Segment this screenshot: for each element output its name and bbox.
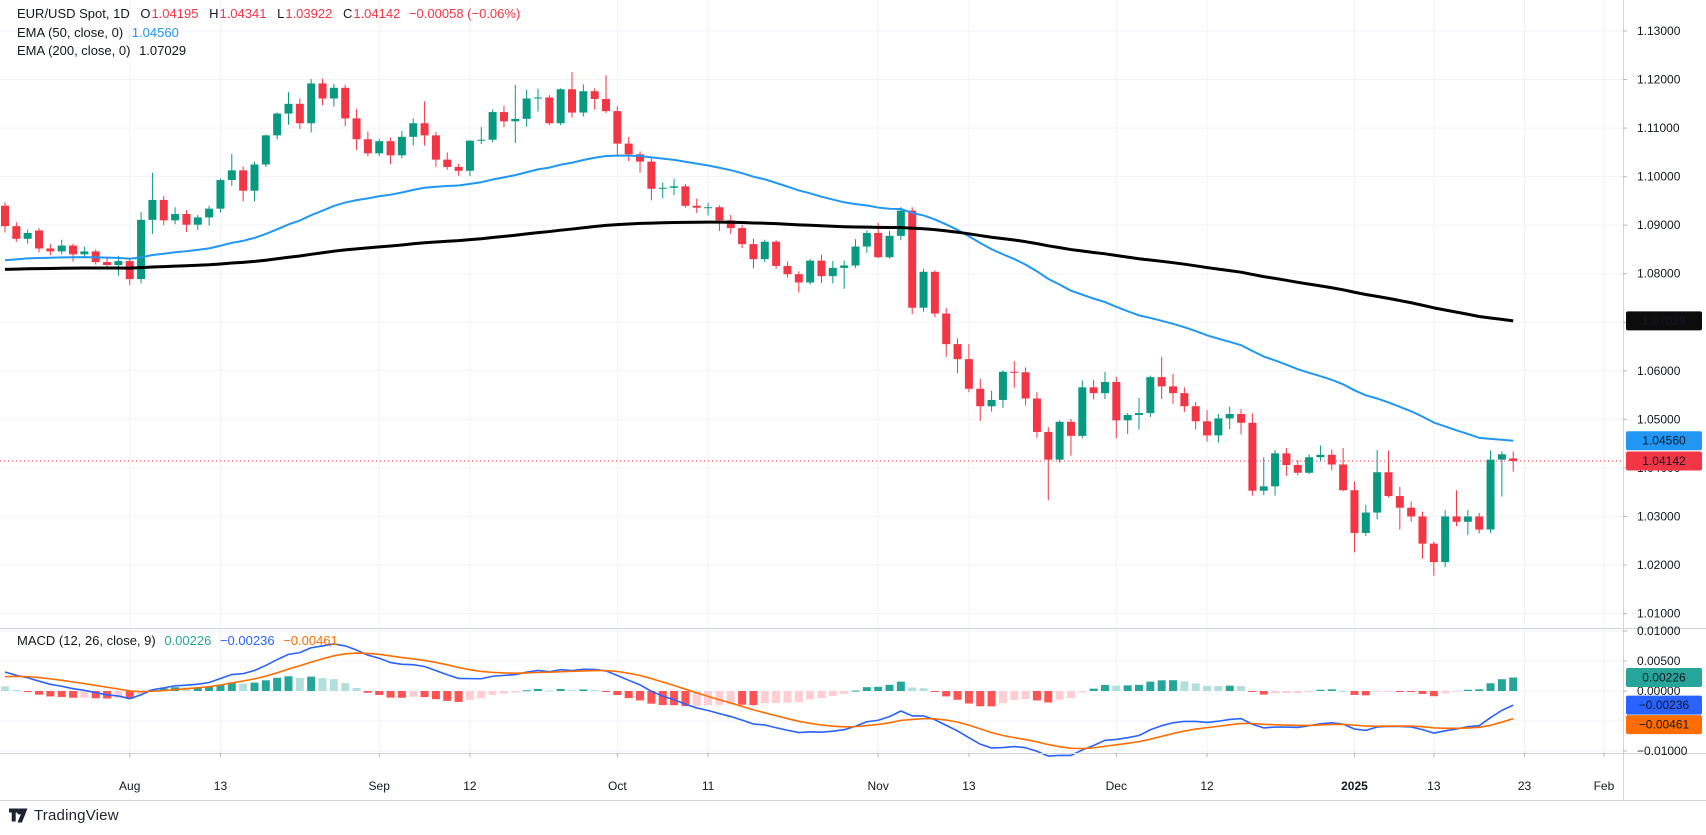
macd-axis-badges: 0.00226 −0.00236 −0.00461 [1626, 667, 1702, 735]
ema50-value: 1.04560 [131, 25, 179, 40]
candlestick-series [1, 72, 1518, 576]
svg-text:Feb: Feb [1594, 779, 1615, 793]
svg-text:1.09000: 1.09000 [1637, 218, 1681, 232]
ema50-label: EMA (50, close, 0) [17, 25, 124, 40]
svg-text:1.10000: 1.10000 [1637, 170, 1681, 184]
symbol-legend[interactable]: EUR/USD Spot, 1D O1.04195 H1.04341 L1.03… [17, 6, 520, 21]
svg-text:1.11000: 1.11000 [1637, 121, 1680, 135]
svg-text:1.04142: 1.04142 [1642, 454, 1686, 468]
svg-text:11: 11 [702, 779, 715, 793]
tradingview-logo[interactable]: TradingView [9, 807, 119, 824]
svg-text:Sep: Sep [369, 779, 391, 793]
svg-text:0.00000: 0.00000 [1637, 684, 1681, 698]
price-badge: 1.04142 [1626, 451, 1702, 471]
open-value: 1.04195 [151, 6, 199, 21]
ema50-line [4, 154, 1514, 442]
svg-text:12: 12 [463, 779, 477, 793]
change-value: −0.00058 (−0.06%) [408, 6, 521, 21]
svg-text:1.04560: 1.04560 [1642, 434, 1686, 448]
svg-text:1.06000: 1.06000 [1637, 364, 1681, 378]
ema200-legend[interactable]: EMA (200, close, 0) 1.07029 [17, 43, 186, 58]
svg-text:13: 13 [962, 779, 976, 793]
macd-hist-value: 0.00226 [164, 633, 212, 648]
pane-borders [0, 0, 1706, 801]
svg-text:1.03000: 1.03000 [1637, 509, 1681, 523]
macd-line-value: −0.00236 [219, 633, 275, 648]
svg-text:Oct: Oct [608, 779, 627, 793]
open-label: O [140, 6, 151, 21]
svg-text:Aug: Aug [119, 779, 140, 793]
svg-text:13: 13 [1427, 779, 1441, 793]
vertical-gridlines [129, 0, 1605, 753]
price-badge: 1.04560 [1626, 431, 1702, 451]
price-axis-badges: 1.07029 1.04560 1.04142 [1626, 311, 1702, 471]
macd-badge: −0.00461 [1626, 715, 1702, 735]
svg-text:13: 13 [214, 779, 228, 793]
macd-legend[interactable]: MACD (12, 26, close, 9) 0.00226 −0.00236… [17, 633, 338, 648]
svg-text:1.05000: 1.05000 [1637, 412, 1681, 426]
close-value: 1.04142 [353, 6, 401, 21]
macd-badge: 0.00226 [1626, 667, 1702, 687]
price-gridlines [0, 30, 1623, 615]
macd-histogram [1, 676, 1518, 707]
svg-text:−0.01000: −0.01000 [1637, 744, 1688, 758]
high-value: 1.04341 [219, 6, 267, 21]
svg-text:0.00226: 0.00226 [1642, 670, 1686, 684]
svg-text:1.13000: 1.13000 [1637, 24, 1681, 38]
time-axis[interactable]: Aug 13 Sep 12 Oct 11 Nov 13 Dec 12 2025 13 23 Feb [119, 753, 1615, 793]
svg-text:1.08000: 1.08000 [1637, 267, 1681, 281]
svg-text:1.12000: 1.12000 [1637, 73, 1681, 87]
price-badge: 1.07029 [1626, 311, 1702, 331]
ema200-value: 1.07029 [139, 43, 187, 58]
high-label: H [209, 6, 219, 21]
ema50-legend[interactable]: EMA (50, close, 0) 1.04560 [17, 25, 179, 40]
svg-text:−0.00236: −0.00236 [1639, 698, 1690, 712]
svg-text:23: 23 [1518, 779, 1532, 793]
svg-text:Dec: Dec [1106, 779, 1127, 793]
close-label: C [342, 6, 353, 21]
ema200-line [4, 220, 1514, 323]
tradingview-logo-icon [9, 808, 28, 823]
svg-text:Nov: Nov [868, 779, 889, 793]
macd-line [4, 643, 1514, 757]
macd-signal-value: −0.00461 [283, 633, 338, 648]
macd-signal-line [4, 652, 1514, 750]
macd-label: MACD (12, 26, close, 9) [17, 633, 156, 648]
svg-text:1.02000: 1.02000 [1637, 558, 1681, 572]
tradingview-logo-text: TradingView [34, 807, 119, 824]
macd-axis[interactable]: 0.01000 0.00500 0.00000 −0.01000 [1623, 624, 1688, 758]
macd-badge: −0.00236 [1626, 695, 1702, 715]
svg-text:0.01000: 0.01000 [1637, 624, 1681, 638]
svg-text:12: 12 [1200, 779, 1214, 793]
ema200-label: EMA (200, close, 0) [17, 43, 131, 58]
svg-text:2025: 2025 [1341, 779, 1368, 793]
svg-text:1.07029: 1.07029 [1642, 314, 1686, 328]
svg-text:0.00500: 0.00500 [1637, 654, 1681, 668]
svg-text:1.01000: 1.01000 [1637, 607, 1681, 621]
symbol-title: EUR/USD Spot, 1D [17, 6, 130, 21]
low-value: 1.03922 [285, 6, 333, 21]
low-label: L [277, 6, 285, 21]
svg-text:−0.00461: −0.00461 [1639, 718, 1690, 732]
